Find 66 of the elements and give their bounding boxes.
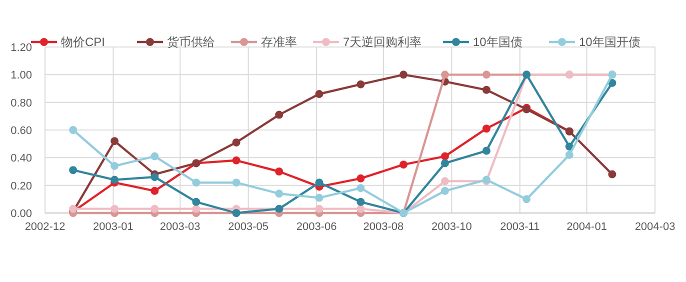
x-tick-label: 2004-01 [566,221,607,233]
y-tick-label: 0.80 [10,97,32,110]
point [315,90,324,98]
point [356,174,365,182]
legend-label: 10年国债 [473,35,522,49]
point [356,204,365,213]
x-tick-label: 2003-11 [500,221,540,233]
point [232,138,240,146]
point [440,159,449,168]
x-tick-label: 2003-05 [228,221,269,233]
point [232,178,240,187]
point [150,204,159,213]
x-tick-label: 2003-08 [363,221,404,233]
point [110,176,119,184]
point [482,86,490,94]
point [356,80,365,88]
point [482,124,490,133]
y-tick-label: 0.60 [10,125,32,137]
point [110,162,119,170]
point [275,168,284,176]
x-tick-label: 2003-01 [93,221,134,233]
point [150,186,159,195]
legend-label: 物价CPI [61,35,106,49]
point [69,204,78,213]
point [522,195,531,204]
point [440,70,449,79]
y-tick-label: 1.00 [10,70,32,82]
point [440,186,449,195]
point [440,177,449,186]
point [232,156,240,164]
point [275,190,284,198]
x-tick-label: 2003-03 [160,221,200,233]
y-tick-label: 1.20 [10,42,32,54]
point [150,173,159,182]
point [356,184,365,192]
point [110,204,119,213]
legend-label: 货币供给 [167,35,215,49]
point [315,194,324,202]
point [565,150,574,159]
x-tick-label: 2003-06 [296,221,337,233]
point [315,178,324,187]
point [315,204,324,213]
point [356,198,365,206]
point [150,152,159,160]
x-tick-label: 2003-10 [431,221,472,233]
y-tick-label: 0.40 [10,152,32,165]
point [192,204,200,213]
x-tick-label: 2004-03 [634,221,676,233]
point [275,110,284,119]
y-tick-label: 0.20 [10,180,32,192]
point [400,70,408,79]
y-tick-label: 0.00 [10,208,32,220]
point [482,146,490,155]
legend-label: 存准率 [261,35,297,49]
point [110,137,119,146]
point [608,170,616,178]
legend-label: 10年国开债 [579,35,640,49]
point [192,198,200,206]
point [69,166,78,174]
x-tick-label: 2002-12 [24,221,66,233]
point [400,160,408,169]
point [440,152,449,160]
point [482,70,490,79]
point [69,126,78,134]
legend-label: 7天逆回购利率 [343,35,422,49]
point [192,178,200,187]
